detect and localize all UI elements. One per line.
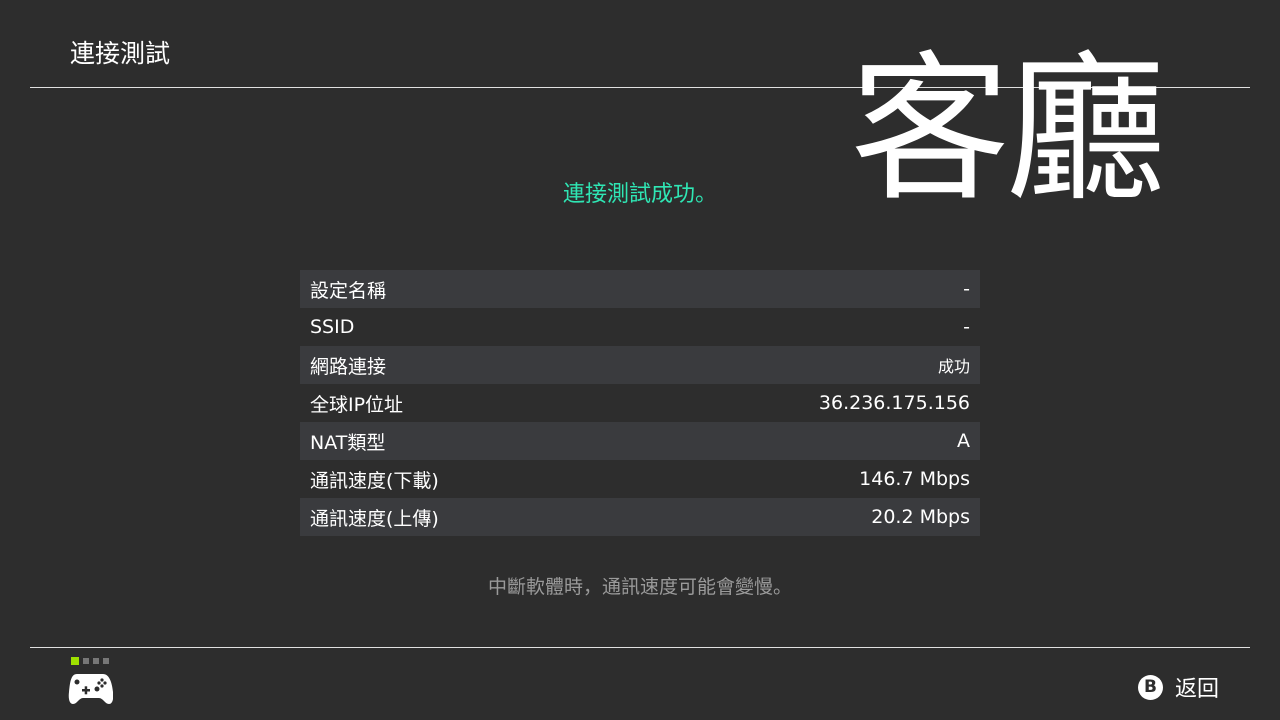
row-value: 20.2 Mbps: [871, 506, 970, 528]
row-value: A: [957, 430, 970, 452]
table-row: SSID -: [300, 308, 980, 346]
table-row: 設定名稱 -: [300, 270, 980, 308]
table-row: 通訊速度(下載) 146.7 Mbps: [300, 460, 980, 498]
table-row: 網路連接 成功: [300, 346, 980, 384]
speed-note: 中斷軟體時，通訊速度可能會變慢。: [487, 576, 792, 598]
row-value: -: [963, 316, 970, 338]
row-label: 通訊速度(下載): [310, 469, 439, 492]
controller-indicator: [71, 657, 109, 665]
table-row: 通訊速度(上傳) 20.2 Mbps: [300, 498, 980, 536]
row-label: SSID: [310, 316, 355, 338]
row-value: -: [963, 278, 970, 300]
back-label: 返回: [1175, 677, 1220, 702]
row-label: NAT類型: [310, 431, 386, 454]
row-value: 成功: [937, 357, 970, 376]
back-button[interactable]: B 返回: [1138, 671, 1219, 703]
row-label: 設定名稱: [310, 279, 387, 302]
table-row: NAT類型 A: [300, 422, 980, 460]
row-label: 通訊速度(上傳): [310, 507, 439, 530]
table-row: 全球IP位址 36.236.175.156: [300, 384, 980, 422]
row-label: 網路連接: [310, 355, 387, 378]
status-message: 連接測試成功。: [562, 182, 717, 207]
header-divider: [30, 87, 1250, 88]
overlay-label: 客廳: [850, 36, 1166, 223]
page-title: 連接測試: [70, 39, 171, 68]
row-value: 36.236.175.156: [818, 392, 970, 414]
row-label: 全球IP位址: [310, 393, 404, 416]
b-button-icon: B: [1138, 674, 1163, 700]
result-table: 設定名稱 - SSID - 網路連接 成功 全球IP位址 36.236.175.156 …: [300, 270, 980, 536]
footer-divider: [30, 647, 1250, 648]
gamepad-icon: [67, 672, 114, 710]
row-value: 146.7 Mbps: [859, 468, 970, 490]
